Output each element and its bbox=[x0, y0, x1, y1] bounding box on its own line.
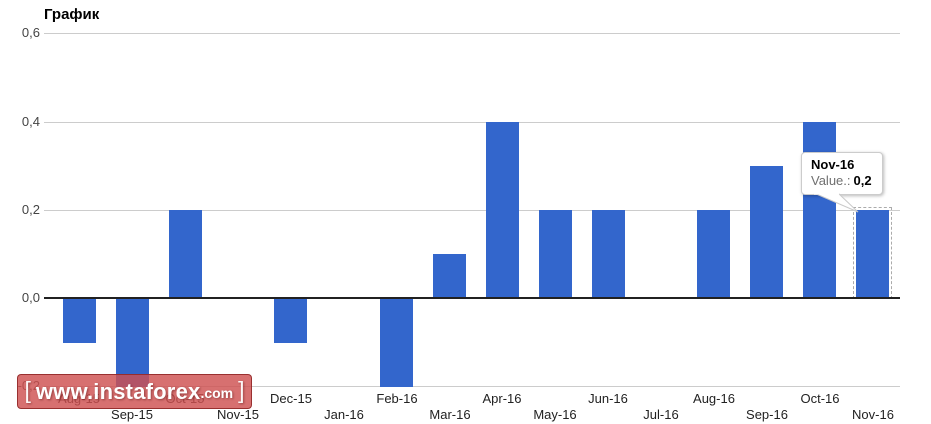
watermark-domain-text: www.instaforex bbox=[35, 378, 201, 404]
gridline bbox=[44, 122, 900, 123]
bar-aug-15[interactable] bbox=[63, 299, 96, 343]
y-axis-tick-label: 0,6 bbox=[21, 25, 40, 40]
bar-nov-16[interactable] bbox=[856, 210, 889, 298]
x-axis-tick-label: Oct-16 bbox=[800, 391, 840, 406]
gridline bbox=[44, 33, 900, 34]
tooltip-value: 0,2 bbox=[853, 173, 872, 188]
instaforex-watermark: [ www.instaforex .com ] bbox=[17, 374, 252, 409]
tooltip-value-label: Value.: bbox=[811, 173, 851, 188]
bar-may-16[interactable] bbox=[539, 210, 572, 298]
bar-oct-15[interactable] bbox=[169, 210, 202, 298]
bar-sep-16[interactable] bbox=[750, 166, 783, 298]
y-axis-tick-label: 0,2 bbox=[21, 202, 40, 217]
watermark-tld-text: .com bbox=[200, 385, 234, 401]
x-axis-tick-label: Sep-15 bbox=[111, 407, 153, 422]
bar-jun-16[interactable] bbox=[592, 210, 625, 298]
zero-axis-line bbox=[44, 297, 900, 299]
y-axis-tick-label: 0,0 bbox=[21, 290, 40, 305]
x-axis-tick-label: Jul-16 bbox=[643, 407, 679, 422]
x-axis-tick-label: Jan-16 bbox=[324, 407, 364, 422]
bar-apr-16[interactable] bbox=[486, 122, 519, 298]
x-axis-tick-label: Mar-16 bbox=[429, 407, 471, 422]
bar-sep-15[interactable] bbox=[116, 299, 149, 387]
watermark-open-bracket: [ bbox=[24, 377, 31, 403]
tooltip-value-line: Value.: 0,2 bbox=[811, 173, 872, 189]
x-axis-tick-label: Nov-15 bbox=[217, 407, 259, 422]
chart-title: График bbox=[44, 6, 100, 23]
x-axis-tick-label: Feb-16 bbox=[376, 391, 418, 406]
bar-mar-16[interactable] bbox=[433, 254, 466, 298]
x-axis-tick-label: Aug-16 bbox=[693, 391, 735, 406]
tooltip: Nov-16 Value.: 0,2 bbox=[801, 152, 883, 213]
x-axis-tick-label: May-16 bbox=[533, 407, 577, 422]
gridline bbox=[44, 210, 900, 211]
x-axis-tick-label: Jun-16 bbox=[588, 391, 628, 406]
x-axis-tick-label: Dec-15 bbox=[270, 391, 312, 406]
watermark-close-bracket: ] bbox=[238, 377, 245, 403]
x-axis-tick-label: Sep-16 bbox=[746, 407, 788, 422]
x-axis-tick-label: Nov-16 bbox=[852, 407, 894, 422]
bar-aug-16[interactable] bbox=[697, 210, 730, 298]
x-axis-tick-label: Apr-16 bbox=[482, 391, 522, 406]
tooltip-pointer-icon bbox=[813, 193, 859, 213]
bar-feb-16[interactable] bbox=[380, 299, 413, 387]
bar-oct-16[interactable] bbox=[803, 122, 836, 298]
tooltip-title: Nov-16 bbox=[811, 157, 855, 172]
bar-dec-15[interactable] bbox=[274, 299, 307, 343]
gridline bbox=[44, 386, 900, 387]
y-axis-tick-label: 0,4 bbox=[21, 114, 40, 129]
